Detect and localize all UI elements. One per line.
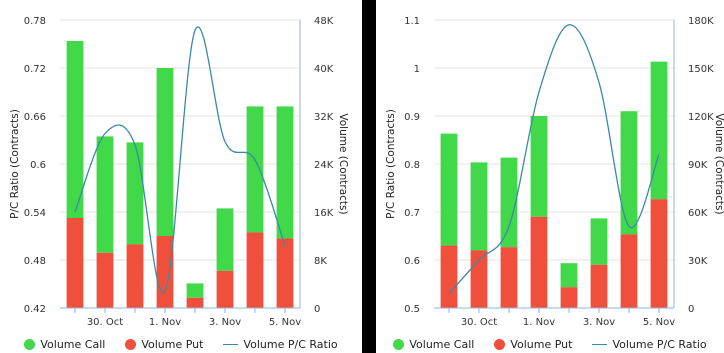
- y-tick-label: 0.78: [24, 16, 46, 27]
- y2-tick-label: 8K: [314, 256, 327, 267]
- legend-item-call[interactable]: Volume Call: [393, 336, 474, 352]
- y-tick-label: 1: [414, 64, 420, 75]
- bar-volume-call: [500, 157, 518, 248]
- bar-volume-call: [650, 61, 668, 200]
- bar-volume-put: [126, 244, 144, 308]
- y2-tick-label: 16K: [314, 208, 334, 219]
- call-marker-icon: [393, 338, 405, 350]
- legend-item-put[interactable]: Volume Put: [494, 336, 572, 352]
- y2-tick-label: 120K: [688, 112, 714, 123]
- x-tick-label: 3. Nov: [209, 317, 241, 328]
- bar-volume-put: [186, 297, 204, 308]
- bar-volume-put: [66, 218, 84, 308]
- legend-label-put: Volume Put: [510, 337, 573, 351]
- bar-volume-put: [650, 199, 668, 308]
- y2-tick-label: 40K: [314, 64, 334, 75]
- bar-volume-put: [590, 264, 608, 308]
- y2-tick-label: 150K: [688, 64, 714, 75]
- y-tick-label: 0.8: [404, 160, 420, 171]
- y2-tick-label: 90K: [688, 160, 708, 171]
- bar-volume-call: [560, 263, 578, 288]
- legend-label-call: Volume Call: [409, 337, 475, 351]
- bar-volume-call: [156, 68, 174, 236]
- bar-volume-call: [216, 208, 234, 271]
- y2-tick-label: 24K: [314, 160, 334, 171]
- y2-tick-label: 30K: [688, 256, 708, 267]
- ratio-line: [448, 24, 660, 295]
- legend-item-put[interactable]: Volume Put: [125, 336, 203, 352]
- chart-panel-left: 0.42 0 0.48 8K 0.54 16K 0.6 24K 0.66 32K 0.72 40K 0.…: [0, 0, 362, 353]
- legend-item-ratio[interactable]: Volume P/C Ratio: [592, 336, 707, 352]
- y-tick-label: 0.72: [24, 64, 46, 75]
- y-tick-label: 0.42: [24, 304, 46, 315]
- y-tick-label: 0.66: [24, 112, 46, 123]
- y-tick-label: 1.1: [404, 16, 420, 27]
- bar-volume-call: [470, 162, 488, 251]
- bar-volume-call: [246, 106, 264, 233]
- bar-volume-put: [620, 234, 638, 308]
- y2-tick-label: 32K: [314, 112, 334, 123]
- bar-volume-put: [560, 287, 578, 308]
- y-tick-label: 0.7: [404, 208, 420, 219]
- pc-ratio-chart-right: 0.5 0 0.6 30K 0.7 60K 0.8 90K 0.9 120K 1 150K 1.1 180…: [385, 16, 724, 328]
- y2-tick-label: 48K: [314, 16, 334, 27]
- bar-volume-call: [66, 41, 84, 218]
- legend-item-ratio[interactable]: Volume P/C Ratio: [223, 336, 338, 352]
- y2-tick-label: 0: [314, 304, 320, 315]
- legend-label-put: Volume Put: [141, 337, 204, 351]
- y-axis-title: P/C Ratio (Contracts): [9, 109, 21, 219]
- x-tick-label: 5. Nov: [269, 317, 301, 328]
- call-marker-icon: [24, 338, 36, 350]
- legend-label-ratio: Volume P/C Ratio: [612, 337, 707, 351]
- x-tick-label: 1. Nov: [149, 317, 181, 328]
- put-marker-icon: [494, 338, 506, 350]
- y2-tick-label: 60K: [688, 208, 708, 219]
- x-tick-label: 3. Nov: [583, 317, 615, 328]
- y-tick-label: 0.5: [404, 304, 420, 315]
- pc-ratio-chart-left: 0.42 0 0.48 8K 0.54 16K 0.6 24K 0.66 32K 0.72 40K 0.…: [9, 16, 349, 328]
- y-tick-label: 0.6: [404, 256, 420, 267]
- y2-axis-title: Volume (Contracts): [713, 113, 724, 214]
- legend-item-call[interactable]: Volume Call: [24, 336, 105, 352]
- ratio-line-icon: [592, 343, 608, 345]
- x-tick-label: 5. Nov: [643, 317, 675, 328]
- ratio-line-icon: [223, 343, 239, 345]
- chart-panel-right: 0.5 0 0.6 30K 0.7 60K 0.8 90K 0.9 120K 1 150K 1.1 180…: [376, 0, 724, 353]
- y-tick-label: 0.48: [24, 256, 46, 267]
- bar-volume-put: [246, 232, 264, 308]
- y2-tick-label: 0: [688, 304, 694, 315]
- bar-volume-call: [590, 218, 608, 265]
- bar-volume-put: [216, 270, 234, 308]
- bar-volume-call: [126, 142, 144, 245]
- y-tick-label: 0.6: [30, 160, 46, 171]
- y-axis-title: P/C Ratio (Contracts): [385, 109, 397, 219]
- bar-volume-call: [276, 106, 294, 239]
- bar-volume-call: [620, 111, 638, 235]
- y2-axis-title: Volume (Contracts): [337, 113, 349, 214]
- legend-label-ratio: Volume P/C Ratio: [243, 337, 338, 351]
- bar-volume-put: [96, 252, 114, 308]
- x-tick-label: 1. Nov: [523, 317, 555, 328]
- x-tick-label: 30. Oct: [461, 317, 497, 328]
- y2-tick-label: 180K: [688, 16, 714, 27]
- bar-volume-call: [530, 116, 548, 217]
- bar-volume-call: [186, 283, 204, 298]
- bar-volume-call: [96, 136, 114, 253]
- bar-volume-call: [440, 133, 458, 246]
- bar-volume-put: [530, 216, 548, 308]
- legend-label-call: Volume Call: [40, 337, 106, 351]
- ratio-line: [74, 26, 286, 294]
- bar-volume-put: [276, 238, 294, 308]
- chart-legend-left: Volume Call Volume Put Volume P/C Ratio: [0, 336, 362, 352]
- bar-volume-put: [440, 245, 458, 308]
- bar-volume-put: [156, 236, 174, 308]
- x-tick-label: 30. Oct: [87, 317, 123, 328]
- bar-volume-put: [470, 250, 488, 308]
- y-tick-label: 0.9: [404, 112, 420, 123]
- put-marker-icon: [125, 338, 137, 350]
- bar-volume-put: [500, 247, 518, 308]
- y-tick-label: 0.54: [24, 208, 46, 219]
- chart-legend-right: Volume Call Volume Put Volume P/C Ratio: [376, 336, 724, 352]
